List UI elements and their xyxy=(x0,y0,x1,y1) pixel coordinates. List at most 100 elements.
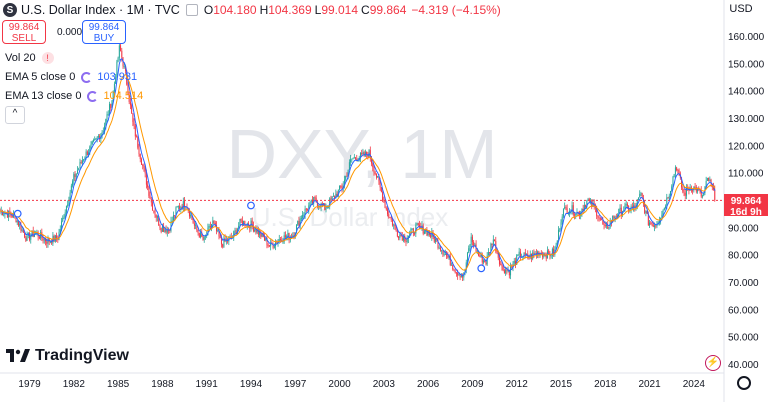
candle-body xyxy=(325,207,327,211)
indicator-vol[interactable]: Vol 20 ! xyxy=(5,52,54,64)
candle-body xyxy=(487,252,489,256)
high-value: 104.369 xyxy=(268,3,312,17)
candle-body xyxy=(406,238,408,242)
alert-icon[interactable] xyxy=(185,4,198,16)
candle-body xyxy=(160,227,162,232)
candle-body xyxy=(501,264,503,267)
bolt-icon[interactable]: ⚡ xyxy=(705,355,721,371)
candle-body xyxy=(437,240,439,248)
settings-icon[interactable] xyxy=(737,376,751,390)
candle-body xyxy=(25,237,27,241)
buy-button[interactable]: 99.864 BUY xyxy=(82,20,126,44)
candle-body xyxy=(439,247,441,251)
candle-body xyxy=(604,225,606,226)
candle-body xyxy=(709,179,711,181)
candle-body xyxy=(651,223,653,225)
candle-body xyxy=(153,210,155,212)
candle-body xyxy=(234,230,236,232)
x-tick-label: 2006 xyxy=(417,379,440,390)
candle-body xyxy=(556,240,558,246)
candle-body xyxy=(667,197,669,199)
candle-body xyxy=(666,197,668,207)
candle-body xyxy=(132,113,134,123)
candle-body xyxy=(571,205,573,211)
candle-body xyxy=(681,177,683,188)
collapse-legend-button[interactable]: ^ xyxy=(5,106,25,124)
candle-body xyxy=(88,152,90,156)
high-label: H xyxy=(259,3,269,17)
candle-body xyxy=(16,220,18,223)
candle-body xyxy=(592,203,594,207)
currency-selector[interactable]: USD xyxy=(729,3,753,15)
candle-body xyxy=(72,181,74,186)
event-marker[interactable] xyxy=(477,264,486,273)
candle-body xyxy=(371,158,373,164)
candle-body xyxy=(352,158,354,160)
candle-body xyxy=(400,234,402,236)
candle-body xyxy=(359,152,361,158)
candle-body xyxy=(238,225,240,229)
tradingview-logo[interactable]: TradingView xyxy=(6,347,129,365)
x-tick-label: 1985 xyxy=(107,379,130,390)
candle-body xyxy=(645,211,647,214)
candle-body xyxy=(372,163,374,168)
symbol-title[interactable]: U.S. Dollar Index · 1M · TVC xyxy=(21,3,180,17)
candle-body xyxy=(287,233,289,237)
candle-body xyxy=(362,152,364,155)
event-marker[interactable] xyxy=(13,209,22,218)
indicator-ema5[interactable]: EMA 5 close 0 103.931 xyxy=(5,71,137,83)
candle-body xyxy=(213,220,215,223)
candle-body xyxy=(416,223,418,225)
candle-body xyxy=(701,195,703,197)
y-tick-label: 160.000 xyxy=(728,32,765,43)
alert-icon[interactable]: ! xyxy=(41,52,54,64)
candle-body xyxy=(640,193,642,195)
candle-body xyxy=(457,272,459,276)
candle-body xyxy=(268,245,270,247)
x-tick-label: 2003 xyxy=(373,379,396,390)
candle-body xyxy=(136,136,138,138)
candle-body xyxy=(191,214,193,220)
x-axis[interactable]: 1979 1982 1985 1988 1991 1994 1997 2000 2003 2006… xyxy=(18,379,705,390)
candle-body xyxy=(91,141,93,145)
candle-body xyxy=(534,253,536,254)
candle-body xyxy=(83,159,85,161)
candle-body xyxy=(450,264,452,266)
candle-body xyxy=(506,269,508,271)
candle-body xyxy=(489,252,491,253)
candle-body xyxy=(399,234,401,239)
candle-body xyxy=(112,91,114,101)
event-marker[interactable] xyxy=(247,201,255,210)
sell-button[interactable]: 99.864 SELL xyxy=(2,20,46,44)
loading-icon xyxy=(81,71,93,83)
ema-lines xyxy=(0,58,716,277)
candle-body xyxy=(435,238,437,242)
candle-body xyxy=(245,225,247,227)
symbol-logo-icon: S xyxy=(3,3,17,17)
candle-body xyxy=(480,254,482,257)
candle-body xyxy=(403,235,405,241)
candle-body xyxy=(473,241,475,247)
indicator-ema13[interactable]: EMA 13 close 0 104.514 xyxy=(5,90,143,102)
candle-body xyxy=(219,236,221,238)
candle-body xyxy=(193,223,195,226)
candle-body xyxy=(64,212,66,218)
candle-body xyxy=(300,218,302,220)
candle-body xyxy=(32,230,34,237)
candle-body xyxy=(176,206,178,208)
candle-body xyxy=(62,217,64,222)
candle-body xyxy=(442,250,444,255)
candle-body xyxy=(607,224,609,229)
candle-body xyxy=(111,100,113,109)
candle-body xyxy=(41,232,43,238)
candle-body xyxy=(252,225,254,232)
candle-body xyxy=(464,269,466,273)
candle-body xyxy=(182,201,184,209)
candle-body xyxy=(174,215,176,217)
candle-body xyxy=(115,78,117,84)
candle-body xyxy=(586,200,588,208)
candle-body xyxy=(705,180,707,187)
candle-body xyxy=(639,193,641,198)
ema13-label: EMA 13 close 0 xyxy=(5,90,82,102)
